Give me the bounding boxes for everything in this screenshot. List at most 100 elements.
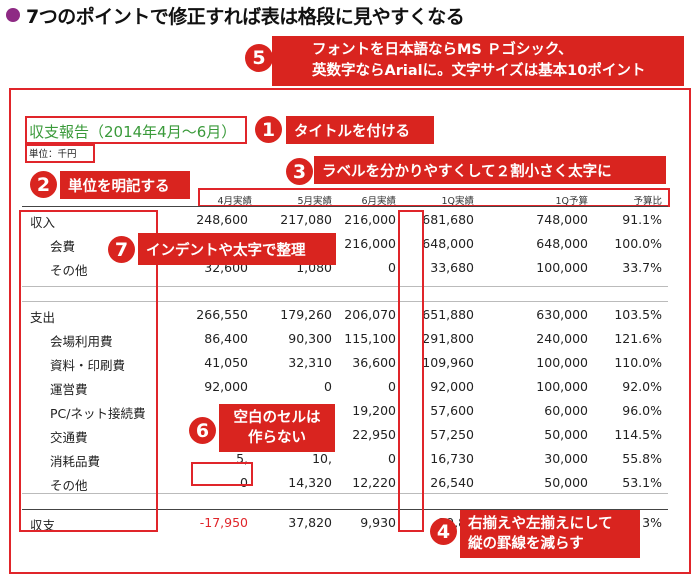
callout-5-line2: 英数字ならArialに。文字サイズは基本10ポイント bbox=[312, 63, 646, 79]
callout-2-number: 2 bbox=[30, 171, 57, 198]
table-cell: 37,820 bbox=[288, 515, 332, 530]
table-cell: 33.7% bbox=[622, 260, 662, 275]
table-cell: 240,000 bbox=[536, 331, 588, 346]
table-cell: 53.1% bbox=[622, 475, 662, 490]
bullet-dot bbox=[6, 8, 20, 22]
unit-label: 単位：千円 bbox=[29, 149, 77, 160]
callout-4-line1: 右揃えや左揃えにして bbox=[468, 516, 613, 532]
table-cell: 648,000 bbox=[536, 236, 588, 251]
table-cell: 14,320 bbox=[288, 475, 332, 490]
callout-3: ラベルを分かりやすくして２割小さく太字に bbox=[314, 156, 666, 184]
header-may: 5月実績 bbox=[297, 196, 332, 207]
table-cell: 0 bbox=[240, 475, 248, 490]
callout-7-number: 7 bbox=[108, 236, 135, 263]
table-cell: 22,950 bbox=[352, 427, 396, 442]
table-cell: 651,880 bbox=[422, 307, 474, 322]
table-cell: 5, bbox=[236, 451, 248, 466]
table-cell: 103.5% bbox=[614, 307, 662, 322]
table-cell: 33,680 bbox=[430, 260, 474, 275]
row-label: その他 bbox=[50, 263, 88, 278]
row-label: 運営費 bbox=[50, 382, 88, 397]
table-cell: 291,800 bbox=[422, 331, 474, 346]
table-cell: 109,960 bbox=[422, 355, 474, 370]
row-label: 消耗品費 bbox=[50, 454, 101, 469]
table-cell: 100,000 bbox=[536, 379, 588, 394]
table-cell: 121.6% bbox=[614, 331, 662, 346]
table-cell: 748,000 bbox=[536, 212, 588, 227]
table-cell: 50,000 bbox=[544, 475, 588, 490]
callout-1: タイトルを付ける bbox=[286, 116, 434, 144]
table-cell: 206,070 bbox=[344, 307, 396, 322]
table-cell: 216,000 bbox=[344, 236, 396, 251]
table-cell: 30,000 bbox=[544, 451, 588, 466]
header-highlight-box bbox=[198, 188, 670, 207]
callout-1-number: 1 bbox=[255, 116, 282, 143]
row-label: 会費 bbox=[50, 239, 76, 254]
label-column-box bbox=[19, 210, 158, 532]
row-label: 資料・印刷費 bbox=[50, 358, 126, 373]
report-frame bbox=[9, 88, 691, 574]
callout-5: フォントを日本語ならMS Ｐゴシック、 英数字ならArialに。文字サイズは基本… bbox=[272, 36, 684, 86]
row-label: PC/ネット接続費 bbox=[50, 406, 146, 421]
section-rule bbox=[22, 301, 668, 302]
table-cell: 92,000 bbox=[204, 379, 248, 394]
unit-highlight-box bbox=[25, 144, 95, 163]
table-cell: 648,000 bbox=[422, 236, 474, 251]
row-label: 収支 bbox=[30, 518, 56, 533]
table-cell: 3% bbox=[642, 515, 662, 530]
total-rule bbox=[22, 509, 668, 510]
table-cell: 179,260 bbox=[280, 307, 332, 322]
table-cell: 10, bbox=[312, 451, 332, 466]
header-apr: 4月実績 bbox=[217, 196, 252, 207]
table-cell: 110.0% bbox=[614, 355, 662, 370]
table-cell: 50,000 bbox=[544, 427, 588, 442]
header-q1-budget: 1Q予算 bbox=[555, 196, 588, 207]
table-cell: 114.5% bbox=[614, 427, 662, 442]
callout-2: 単位を明記する bbox=[60, 171, 190, 199]
callout-3-text: ラベルを分かりやすくして２割小さく太字に bbox=[322, 163, 612, 180]
table-cell: 86,400 bbox=[204, 331, 248, 346]
table-cell: 55.8% bbox=[622, 451, 662, 466]
callout-2-text: 単位を明記する bbox=[68, 178, 170, 195]
table-cell: 9,930 bbox=[360, 515, 396, 530]
row-label: その他 bbox=[50, 478, 88, 493]
zero-cell-box bbox=[191, 462, 253, 486]
header-q1-actual: 1Q実績 bbox=[441, 196, 474, 207]
callout-6-line2: 作らない bbox=[248, 430, 306, 446]
table-cell: 216,000 bbox=[344, 212, 396, 227]
table-cell: 96.0% bbox=[622, 403, 662, 418]
section-rule bbox=[22, 493, 668, 494]
table-cell: 60,000 bbox=[544, 403, 588, 418]
table-cell: 217,080 bbox=[280, 212, 332, 227]
callout-4: 右揃えや左揃えにして 縦の罫線を減らす bbox=[460, 510, 640, 558]
callout-4-number: 4 bbox=[430, 518, 457, 545]
table-cell: 16,730 bbox=[430, 451, 474, 466]
table-cell: 115,100 bbox=[344, 331, 396, 346]
callout-3-number: 3 bbox=[286, 158, 313, 185]
table-cell: 92,000 bbox=[430, 379, 474, 394]
row-label: 支出 bbox=[30, 310, 56, 325]
header-jun: 6月実績 bbox=[361, 196, 396, 207]
headline: 7つのポイントで修正すれば表は格段に見やすくなる bbox=[6, 2, 465, 28]
report-title: 収支報告（2014年4月〜6月） bbox=[29, 123, 237, 141]
vertical-rule-box bbox=[398, 210, 424, 532]
table-cell: 100,000 bbox=[536, 260, 588, 275]
table-cell: 681,680 bbox=[422, 212, 474, 227]
callout-1-text: タイトルを付ける bbox=[294, 123, 410, 140]
callout-5-line1: フォントを日本語ならMS Ｐゴシック、 bbox=[312, 42, 573, 58]
callout-6: 空白のセルは 作らない bbox=[219, 404, 335, 452]
table-cell: 32,310 bbox=[288, 355, 332, 370]
row-label: 会場利用費 bbox=[50, 334, 113, 349]
table-cell: 57,600 bbox=[430, 403, 474, 418]
table-cell: 12,220 bbox=[352, 475, 396, 490]
callout-5-number: 5 bbox=[245, 44, 273, 72]
table-cell: 19,200 bbox=[352, 403, 396, 418]
table-cell: 57,250 bbox=[430, 427, 474, 442]
callout-4-line2: 縦の罫線を減らす bbox=[468, 536, 584, 552]
table-cell: 0 bbox=[388, 379, 396, 394]
callout-6-number: 6 bbox=[189, 417, 216, 444]
table-cell: 36,600 bbox=[352, 355, 396, 370]
table-cell: 266,550 bbox=[196, 307, 248, 322]
table-cell: -17,950 bbox=[199, 515, 248, 530]
headline-text: 7つのポイントで修正すれば表は格段に見やすくなる bbox=[26, 5, 465, 28]
